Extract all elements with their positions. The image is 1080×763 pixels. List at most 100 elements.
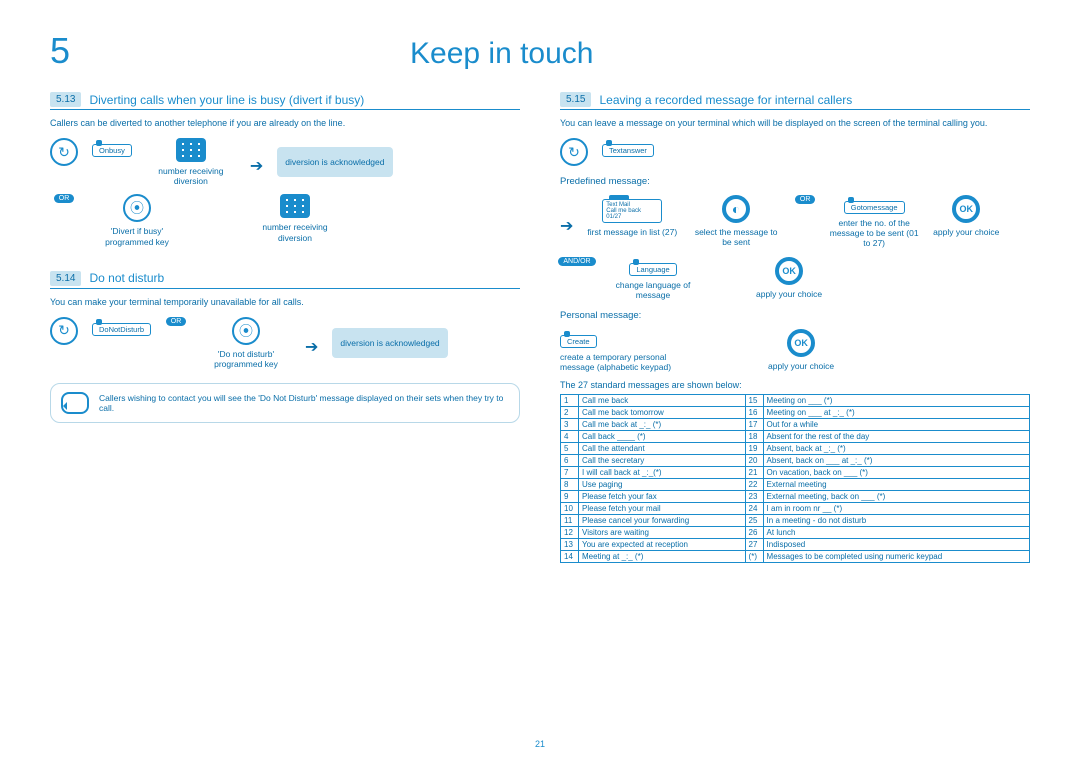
arrow-icon: ➔: [560, 216, 573, 236]
table-cell: Visitors are waiting: [579, 527, 746, 539]
step-row: AND/OR Language change language of messa…: [560, 257, 1030, 300]
display-screen: Text Mail Call me back 01/27: [602, 199, 662, 223]
page-header: 5 Keep in touch: [50, 30, 1030, 72]
speech-bubble-icon: [61, 392, 89, 414]
arrow-icon: ➔: [305, 337, 318, 357]
table-cell: 16: [745, 407, 763, 419]
table-caption: The 27 standard messages are shown below…: [560, 380, 1030, 390]
table-cell: Meeting on ___ (*): [763, 395, 1029, 407]
step-label: enter the no. of the message to be sent …: [829, 218, 919, 249]
table-cell: 8: [561, 479, 579, 491]
prog-key-icon: ⦿: [123, 194, 151, 222]
step-row: ↻ Onbusy number receiving diversion ➔ di…: [50, 138, 520, 186]
table-row: 13You are expected at reception27Indispo…: [561, 539, 1030, 551]
table-cell: Please fetch your mail: [579, 503, 746, 515]
table-cell: 11: [561, 515, 579, 527]
ok-icon: OK: [775, 257, 803, 285]
step-keypad: number receiving diversion: [146, 138, 236, 186]
table-cell: 17: [745, 419, 763, 431]
table-row: 2Call me back tomorrow16Meeting on ___ a…: [561, 407, 1030, 419]
chapter-number: 5: [50, 30, 110, 72]
step-ok: OK apply your choice: [768, 329, 834, 371]
table-cell: Absent for the rest of the day: [763, 431, 1029, 443]
step-screen: Text Mail Call me back 01/27 first messa…: [587, 195, 677, 237]
step-softkey: Onbusy: [92, 138, 132, 157]
table-cell: 22: [745, 479, 763, 491]
table-row: 1Call me back15Meeting on ___ (*): [561, 395, 1030, 407]
softkey-create: Create: [560, 335, 597, 348]
step-keypad2: number receiving diversion: [250, 194, 340, 242]
ack-box: diversion is acknowledged: [332, 328, 447, 358]
section-5-13: 5.13 Diverting calls when your line is b…: [50, 92, 520, 110]
table-cell: Please cancel your forwarding: [579, 515, 746, 527]
andor-wrap: AND/OR: [560, 257, 594, 266]
section-desc: You can make your terminal temporarily u…: [50, 297, 520, 307]
table-cell: 5: [561, 443, 579, 455]
table-row: 8Use paging22External meeting: [561, 479, 1030, 491]
table-row: 7I will call back at _:_(*)21On vacation…: [561, 467, 1030, 479]
table-row: 6Call the secretary20Absent, back on ___…: [561, 455, 1030, 467]
table-cell: 21: [745, 467, 763, 479]
table-cell: 13: [561, 539, 579, 551]
table-cell: 24: [745, 503, 763, 515]
table-cell: In a meeting - do not disturb: [763, 515, 1029, 527]
table-row: 5Call the attendant19Absent, back at _:_…: [561, 443, 1030, 455]
table-cell: Please fetch your fax: [579, 491, 746, 503]
step-goto: Gotomessage enter the no. of the message…: [829, 195, 919, 249]
step-row: ↻ Textanswer: [560, 138, 1030, 166]
menu-icon: ↻: [50, 138, 78, 166]
table-cell: Out for a while: [763, 419, 1029, 431]
table-cell: 6: [561, 455, 579, 467]
step-label: number receiving diversion: [146, 166, 236, 186]
step-softkey: DoNotDisturb: [92, 317, 151, 336]
section-5-15: 5.15 Leaving a recorded message for inte…: [560, 92, 1030, 110]
step-progkey: ⦿ 'Do not disturb' programmed key: [201, 317, 291, 369]
table-cell: I will call back at _:_(*): [579, 467, 746, 479]
table-cell: Call me back: [579, 395, 746, 407]
page-number: 21: [535, 739, 545, 749]
table-cell: 3: [561, 419, 579, 431]
step-softkey: Textanswer: [602, 138, 654, 157]
step-create: Create create a temporary personal messa…: [560, 329, 680, 372]
table-cell: 25: [745, 515, 763, 527]
step-row-alt: OR ⦿ 'Divert if busy' programmed key num…: [50, 194, 520, 246]
step-lang: Language change language of message: [608, 257, 698, 300]
ack-box: diversion is acknowledged: [277, 147, 392, 177]
section-title: Do not disturb: [89, 271, 164, 285]
table-row: 10Please fetch your mail24I am in room n…: [561, 503, 1030, 515]
table-cell: I am in room nr __ (*): [763, 503, 1029, 515]
table-cell: 10: [561, 503, 579, 515]
table-cell: Call the secretary: [579, 455, 746, 467]
arrow-icon: ➔: [250, 156, 263, 176]
step-label: change language of message: [608, 280, 698, 300]
table-cell: Use paging: [579, 479, 746, 491]
table-cell: You are expected at reception: [579, 539, 746, 551]
table-cell: 7: [561, 467, 579, 479]
table-row: 12Visitors are waiting26At lunch: [561, 527, 1030, 539]
step-label: create a temporary personal message (alp…: [560, 352, 680, 372]
table-cell: 20: [745, 455, 763, 467]
table-cell: Call me back tomorrow: [579, 407, 746, 419]
or-wrap: OR: [165, 317, 187, 326]
table-cell: Absent, back at _:_ (*): [763, 443, 1029, 455]
table-cell: 12: [561, 527, 579, 539]
note-text: Callers wishing to contact you will see …: [99, 393, 509, 413]
section-title: Leaving a recorded message for internal …: [599, 93, 852, 107]
softkey-onbusy: Onbusy: [92, 144, 132, 157]
softkey-textanswer: Textanswer: [602, 144, 654, 157]
step-row: ➔ Text Mail Call me back 01/27 first mes…: [560, 195, 1030, 249]
step-label: apply your choice: [768, 361, 834, 371]
or-badge: OR: [795, 195, 816, 204]
table-row: 14Meeting at _:_ (*)(*)Messages to be co…: [561, 551, 1030, 563]
table-cell: 27: [745, 539, 763, 551]
step-menu: ↻: [50, 317, 78, 345]
nav-icon: ◐: [722, 195, 750, 223]
keypad-icon: [280, 194, 310, 218]
step-label: apply your choice: [933, 227, 999, 237]
section-5-14: 5.14 Do not disturb: [50, 271, 520, 289]
or-badge: OR: [166, 317, 187, 326]
softkey-dnd: DoNotDisturb: [92, 323, 151, 336]
menu-icon: ↻: [50, 317, 78, 345]
step-menu: ↻: [50, 138, 78, 166]
step-label: apply your choice: [756, 289, 822, 299]
